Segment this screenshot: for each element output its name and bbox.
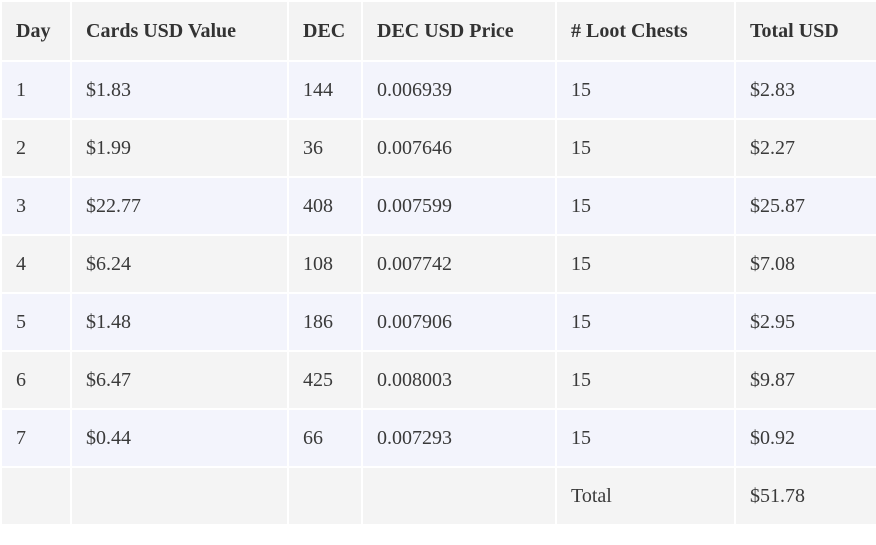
header-cell: # Loot Chests	[555, 0, 736, 62]
header-cell: Total USD	[734, 0, 876, 62]
table-cell: 5	[0, 292, 72, 352]
table-cell: $2.95	[734, 292, 876, 352]
table-cell: 1	[0, 60, 72, 120]
table-cell: 6	[0, 350, 72, 410]
table-cell: 15	[555, 234, 736, 294]
table-cell: $2.83	[734, 60, 876, 120]
table-cell: $1.48	[70, 292, 289, 352]
table-cell: 15	[555, 292, 736, 352]
table-cell: 36	[287, 118, 363, 178]
empty-cell	[70, 466, 289, 526]
table-cell: $0.44	[70, 408, 289, 468]
table-cell: $1.83	[70, 60, 289, 120]
table-cell: 0.007742	[361, 234, 557, 294]
table-row: 5 $1.48 186 0.007906 15 $2.95	[0, 292, 876, 352]
table-cell: 425	[287, 350, 363, 410]
table-cell: 15	[555, 408, 736, 468]
table-cell: 15	[555, 350, 736, 410]
table-cell: 3	[0, 176, 72, 236]
table-cell: 0.007906	[361, 292, 557, 352]
table-cell: 0.006939	[361, 60, 557, 120]
table-cell: $22.77	[70, 176, 289, 236]
header-row: Day Cards USD Value DEC DEC USD Price # Loot…	[0, 0, 876, 62]
table-cell: $7.08	[734, 234, 876, 294]
table-cell: 7	[0, 408, 72, 468]
table-cell: 15	[555, 176, 736, 236]
total-value: $51.78	[734, 466, 876, 526]
table-cell: 0.007599	[361, 176, 557, 236]
table-row: 7 $0.44 66 0.007293 15 $0.92	[0, 408, 876, 468]
table-cell: 0.007293	[361, 408, 557, 468]
table-cell: 108	[287, 234, 363, 294]
table-cell: 0.008003	[361, 350, 557, 410]
table-cell: 15	[555, 118, 736, 178]
table-row: 4 $6.24 108 0.007742 15 $7.08	[0, 234, 876, 294]
header-cell: Cards USD Value	[70, 0, 289, 62]
data-table: Day Cards USD Value DEC DEC USD Price # Loot…	[0, 0, 876, 526]
table-row: 2 $1.99 36 0.007646 15 $2.27	[0, 118, 876, 178]
empty-cell	[361, 466, 557, 526]
table-row: 1 $1.83 144 0.006939 15 $2.83	[0, 60, 876, 120]
table-row: 6 $6.47 425 0.008003 15 $9.87	[0, 350, 876, 410]
table-cell: 186	[287, 292, 363, 352]
table-cell: $2.27	[734, 118, 876, 178]
table-cell: 0.007646	[361, 118, 557, 178]
table-cell: $6.47	[70, 350, 289, 410]
empty-cell	[287, 466, 363, 526]
empty-cell	[0, 466, 72, 526]
table-row: 3 $22.77 408 0.007599 15 $25.87	[0, 176, 876, 236]
table-cell: 408	[287, 176, 363, 236]
table-cell: $6.24	[70, 234, 289, 294]
table-cell: 4	[0, 234, 72, 294]
table-cell: 15	[555, 60, 736, 120]
header-cell: DEC	[287, 0, 363, 62]
table-cell: $25.87	[734, 176, 876, 236]
table-cell: 2	[0, 118, 72, 178]
total-row: Total $51.78	[0, 466, 876, 526]
total-label: Total	[555, 466, 736, 526]
table-cell: 66	[287, 408, 363, 468]
table-cell: $9.87	[734, 350, 876, 410]
table-cell: $0.92	[734, 408, 876, 468]
table-cell: $1.99	[70, 118, 289, 178]
header-cell: DEC USD Price	[361, 0, 557, 62]
table-cell: 144	[287, 60, 363, 120]
header-cell: Day	[0, 0, 72, 62]
